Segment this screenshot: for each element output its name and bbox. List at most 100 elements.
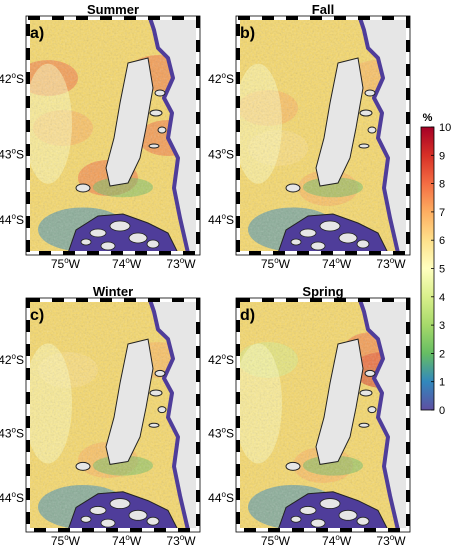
frame-outline <box>25 15 201 256</box>
small-island <box>148 422 160 428</box>
lon-tick-label: 74oW <box>112 256 142 271</box>
archipelago-island <box>356 516 370 526</box>
mainland <box>358 18 408 253</box>
panel-label: b) <box>240 25 255 42</box>
small-island <box>367 126 377 134</box>
frame-outline <box>235 297 411 533</box>
colorbar-tick-label: 7 <box>439 207 445 219</box>
lat-tick-label: 43oS <box>0 146 24 161</box>
map-content <box>238 18 408 253</box>
small-island <box>359 109 373 117</box>
lat-tick-label: 44oS <box>0 212 24 227</box>
archipelago-island <box>146 239 160 249</box>
small-island <box>148 143 160 149</box>
chiloe-island <box>105 57 154 187</box>
small-island <box>154 89 166 97</box>
panel-title: Spring <box>302 284 343 299</box>
archipelago-island <box>310 241 326 251</box>
small-island <box>154 369 166 377</box>
small-island <box>364 89 376 97</box>
colorbar-tick-label: 0 <box>439 405 445 417</box>
lat-tick-label: 42oS <box>0 71 24 86</box>
frame-dashed <box>26 16 200 255</box>
panel-label: c) <box>30 307 44 324</box>
archipelago-island <box>356 239 370 249</box>
mainland <box>358 300 408 530</box>
lat-tick-label: 44oS <box>208 490 234 505</box>
colorbar-tick-label: 8 <box>439 179 445 191</box>
archipelago-island <box>109 498 131 509</box>
small-island <box>157 406 167 414</box>
small-island <box>149 109 163 117</box>
archipelago-island <box>100 518 116 528</box>
lon-tick-label: 73oW <box>166 256 196 271</box>
map-panel: Fall b) 42oS 43oS 44oS 75oW 74oW 73oW <box>208 2 411 271</box>
lat-tick-label: 43oS <box>208 425 234 440</box>
frame-dashed <box>26 298 200 532</box>
map-panel: Summer a) 42oS 43oS 44oS 75oW 74oW 73oW <box>0 2 201 271</box>
archipelago-island <box>290 515 302 523</box>
mainland <box>148 300 198 530</box>
archipelago-island <box>299 506 317 515</box>
lon-tick-label: 75oW <box>261 256 291 271</box>
guafo-island <box>75 183 91 193</box>
lon-tick-label: 75oW <box>51 256 81 271</box>
small-island <box>358 422 370 428</box>
archipelago-island <box>100 241 116 251</box>
archipelago-island <box>319 220 341 232</box>
archipelago-island <box>146 516 160 526</box>
lat-tick-label: 43oS <box>0 425 24 440</box>
lat-tick-label: 42oS <box>208 71 234 86</box>
archipelago-island <box>128 232 148 244</box>
small-island <box>157 126 167 134</box>
panel-title: Summer <box>87 2 139 17</box>
chiloe-island <box>105 338 154 465</box>
archipelago-island <box>310 518 326 528</box>
map-panel: Spring d) 42oS 43oS 44oS 75oW 74oW 73oW <box>208 284 411 548</box>
lon-tick-label: 73oW <box>166 533 196 548</box>
colorbar-tick-label: 2 <box>439 348 445 360</box>
guafo-island <box>285 183 301 193</box>
colorbar-tick-label: 6 <box>439 235 445 247</box>
lon-tick-label: 73oW <box>376 256 406 271</box>
panel-title: Winter <box>93 284 133 299</box>
lon-tick-label: 75oW <box>51 533 81 548</box>
map-content <box>28 18 198 253</box>
frame-outline <box>235 15 411 256</box>
map-content <box>238 300 408 530</box>
lat-tick-label: 43oS <box>208 146 234 161</box>
archipelago-island <box>89 228 107 238</box>
lon-tick-label: 74oW <box>112 533 142 548</box>
archipelago-island <box>80 238 92 246</box>
archipelago-island <box>89 506 107 515</box>
colorbar-tick-label: 3 <box>439 320 445 332</box>
panel-label: a) <box>30 25 44 42</box>
archipelago-island <box>338 509 358 521</box>
lon-tick-label: 75oW <box>261 533 291 548</box>
small-island <box>364 369 376 377</box>
archipelago-island <box>109 220 131 232</box>
lat-tick-label: 44oS <box>208 212 234 227</box>
frame-dashed <box>236 16 410 255</box>
panel-label: d) <box>240 307 255 324</box>
frame-outline <box>25 297 201 533</box>
small-island <box>367 406 377 414</box>
panel-title: Fall <box>312 2 334 17</box>
guafo-island <box>285 461 301 471</box>
lat-tick-label: 42oS <box>208 352 234 367</box>
chiloe-island <box>315 57 364 187</box>
small-island <box>359 389 373 397</box>
archipelago-island <box>338 232 358 244</box>
colorbar-tick-label: 10 <box>439 122 451 134</box>
colorbar-tick-label: 1 <box>439 377 445 389</box>
lon-tick-label: 73oW <box>376 533 406 548</box>
colorbar-tick-label: 4 <box>439 292 445 304</box>
small-island <box>149 389 163 397</box>
map-panel: Winter c) 42oS 43oS 44oS 75oW 74oW 73oW <box>0 284 201 548</box>
lat-tick-label: 42oS <box>0 352 24 367</box>
colorbar-unit: % <box>423 112 433 124</box>
lon-tick-label: 74oW <box>322 533 352 548</box>
colorbar-tick-label: 9 <box>439 150 445 162</box>
archipelago-island <box>290 238 302 246</box>
